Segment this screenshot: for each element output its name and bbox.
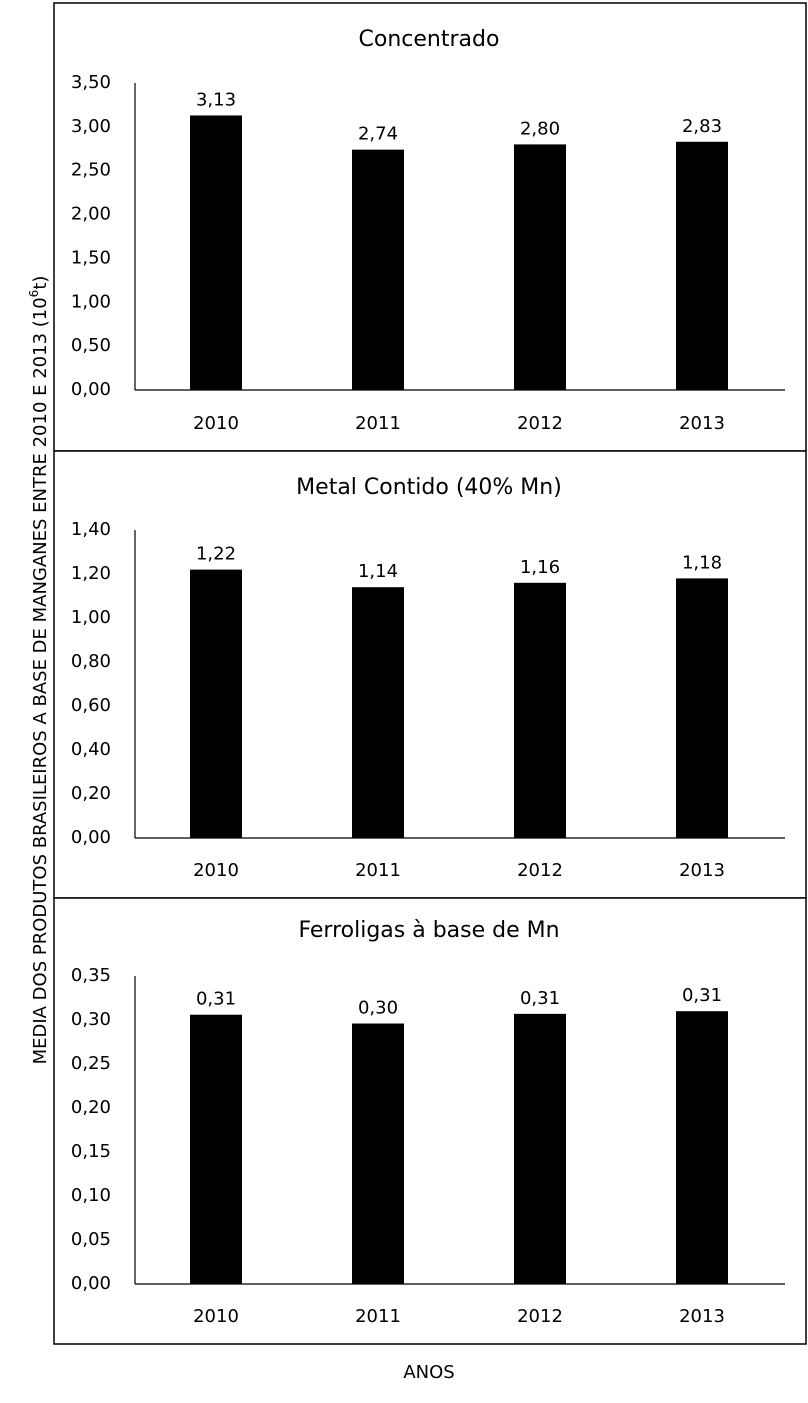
y-tick-label: 0,25: [71, 1053, 111, 1074]
x-tick-label: 2011: [355, 413, 401, 434]
bar-2013: [676, 578, 728, 838]
y-tick-label: 2,50: [71, 160, 111, 181]
bar-2012: [514, 1013, 566, 1284]
y-tick-label: 0,10: [71, 1185, 111, 1206]
data-label: 3,13: [196, 89, 236, 110]
bar-2010: [190, 115, 242, 390]
chart-title: Concentrado: [359, 27, 500, 52]
y-axis-title-unit: t): [30, 276, 51, 290]
y-tick-label: 1,40: [71, 519, 111, 540]
bar-2011: [352, 1023, 404, 1284]
data-label: 0,31: [196, 989, 236, 1010]
x-tick-label: 2012: [517, 1306, 563, 1327]
bar-2012: [514, 582, 566, 838]
y-tick-label: 1,20: [71, 563, 111, 584]
x-tick-label: 2011: [355, 860, 401, 881]
y-tick-label: 0,30: [71, 1009, 111, 1030]
data-label: 1,16: [520, 557, 560, 578]
y-tick-label: 3,50: [71, 72, 111, 93]
y-tick-label: 0,00: [71, 827, 111, 848]
y-tick-label: 0,00: [71, 1273, 111, 1294]
y-axis-title-superscript: 6: [27, 290, 41, 298]
data-label: 0,31: [682, 985, 722, 1006]
bar-2011: [352, 587, 404, 838]
data-label: 1,22: [196, 544, 236, 565]
y-tick-label: 0,00: [71, 379, 111, 400]
bar-2010: [190, 1014, 242, 1284]
data-label: 2,80: [520, 118, 560, 139]
x-tick-label: 2012: [517, 860, 563, 881]
data-label: 2,83: [682, 116, 722, 137]
chart-panel-2: Metal Contido (40% Mn) 0,00 0,20 0,40 0,60 0,…: [53, 450, 807, 899]
chart-panels: Concentrado 0,00 0,50 1,00 1,50 2,00 2,50 3,00 3…: [53, 2, 807, 1345]
y-tick-label: 2,00: [71, 204, 111, 225]
x-tick-label: 2010: [193, 860, 239, 881]
bar-2012: [514, 144, 566, 390]
x-tick-label: 2012: [517, 413, 563, 434]
x-tick-label: 2013: [679, 413, 725, 434]
y-tick-label: 3,00: [71, 116, 111, 137]
data-label: 1,18: [682, 552, 722, 573]
x-tick-label: 2013: [679, 860, 725, 881]
y-axis-title-main: MEDIA DOS PRODUTOS BRASILEIROS A BASE DE…: [30, 297, 51, 1064]
x-tick-label: 2010: [193, 413, 239, 434]
bar-2013: [676, 141, 728, 390]
x-tick-label: 2011: [355, 1306, 401, 1327]
chart-title: Ferroligas à base de Mn: [298, 918, 559, 943]
y-tick-label: 0,40: [71, 739, 111, 760]
y-tick-label: 0,50: [71, 335, 111, 356]
data-label: 0,31: [520, 988, 560, 1009]
chart-panel-1: Concentrado 0,00 0,50 1,00 1,50 2,00 2,50 3,00 3…: [53, 2, 807, 452]
y-tick-label: 1,50: [71, 247, 111, 268]
bar-2010: [190, 569, 242, 838]
chart-panel-3: Ferroligas à base de Mn 0,00 0,05 0,10 0,15 0…: [53, 897, 807, 1345]
y-tick-label: 0,20: [71, 1097, 111, 1118]
y-tick-label: 0,80: [71, 651, 111, 672]
y-axis-title: MEDIA DOS PRODUTOS BRASILEIROS A BASE DE…: [27, 276, 52, 1065]
data-label: 1,14: [358, 561, 398, 582]
y-tick-label: 0,05: [71, 1229, 111, 1250]
chart-title: Metal Contido (40% Mn): [296, 475, 562, 500]
y-tick-label: 0,35: [71, 965, 111, 986]
y-tick-label: 0,20: [71, 783, 111, 804]
data-label: 0,30: [358, 998, 398, 1019]
x-axis-title: ANOS: [403, 1362, 454, 1383]
bar-2011: [352, 149, 404, 390]
x-tick-label: 2013: [679, 1306, 725, 1327]
bar-2013: [676, 1011, 728, 1284]
data-label: 2,74: [358, 124, 398, 145]
y-tick-label: 0,60: [71, 695, 111, 716]
x-tick-label: 2010: [193, 1306, 239, 1327]
y-tick-label: 1,00: [71, 607, 111, 628]
y-tick-label: 0,15: [71, 1141, 111, 1162]
y-tick-label: 1,00: [71, 291, 111, 312]
